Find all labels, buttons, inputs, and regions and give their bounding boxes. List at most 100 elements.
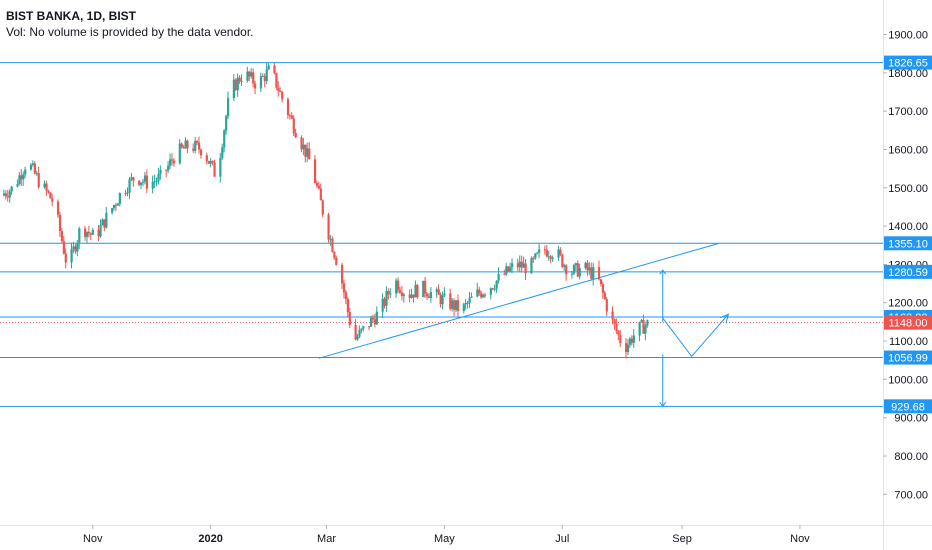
candle (507, 265, 510, 273)
candle (468, 292, 471, 309)
candle (267, 62, 270, 71)
candle (279, 87, 282, 93)
candle (263, 73, 266, 88)
candle-body (72, 246, 75, 250)
projection-path (662, 313, 729, 358)
candle (76, 239, 79, 257)
candle-body (462, 304, 465, 312)
candle (470, 292, 473, 299)
candle-body (157, 174, 160, 181)
candle-body (340, 264, 344, 284)
candle-body (20, 175, 23, 180)
candle-body (226, 98, 230, 117)
candle (89, 232, 93, 241)
candle (240, 74, 243, 86)
candle-body (286, 99, 290, 116)
candle (466, 300, 469, 309)
candle-body (346, 299, 349, 313)
candle (145, 169, 149, 194)
candle (375, 306, 378, 325)
candle-body (2, 193, 6, 196)
candle (462, 302, 465, 314)
candle (342, 279, 346, 299)
candle-body (167, 165, 170, 171)
time-axis[interactable]: Nov 2020 Mar May Jul Sep Nov (0, 525, 932, 545)
candle-body (273, 65, 276, 73)
candle-body (143, 175, 147, 182)
candle (638, 321, 641, 342)
candle (549, 254, 552, 264)
candle-body (516, 263, 520, 268)
candle (383, 296, 386, 309)
candle (340, 262, 344, 289)
candle-body (116, 203, 120, 206)
candle (101, 218, 104, 226)
candle (398, 286, 402, 295)
candle-body (118, 192, 121, 204)
candle (275, 72, 278, 91)
candle (31, 160, 35, 167)
candle-body (478, 289, 481, 294)
candle-body (590, 267, 593, 279)
candle-body (601, 284, 605, 293)
candle-body (76, 242, 79, 252)
candle (24, 166, 27, 179)
candle (454, 300, 458, 313)
candle-body (180, 143, 183, 148)
candle-body (397, 280, 400, 291)
last-price-tag-label: 1148.00 (889, 318, 928, 330)
candle-body (281, 91, 284, 100)
candle (429, 287, 433, 303)
candle-body (151, 181, 154, 189)
candle (105, 206, 108, 229)
price-tick-label: 1100.00 (889, 336, 928, 348)
candle (538, 243, 541, 259)
candle-body (207, 160, 210, 164)
candle-body (389, 293, 392, 295)
candle (570, 270, 574, 279)
candle-body (35, 173, 38, 175)
candle-body (356, 336, 359, 340)
candle-body (509, 267, 512, 272)
candle (37, 166, 40, 189)
price-level-tag-bg (884, 236, 932, 251)
candle-body (617, 331, 620, 335)
candle-body (426, 293, 429, 297)
candle-body (126, 192, 129, 194)
candle-body (476, 289, 479, 297)
candle (22, 171, 25, 186)
candle (371, 314, 375, 323)
candle (294, 128, 297, 139)
candle-body (435, 289, 438, 292)
price-level-tag: 1826.65 (884, 55, 932, 70)
candle-body (402, 294, 406, 297)
candle (327, 212, 330, 243)
candle (178, 139, 181, 165)
candle-body (449, 293, 452, 309)
price-tick-label: 1800.00 (888, 68, 928, 80)
horizontal-levels-layer (0, 62, 883, 407)
candle (483, 292, 487, 299)
candle (252, 68, 255, 88)
candle-body (644, 325, 647, 334)
candle-body (480, 293, 483, 298)
candle (453, 298, 456, 317)
candle (586, 260, 589, 276)
chart-symbol-title[interactable]: BIST BANKA, 1D, BIST (6, 9, 137, 23)
candle (603, 290, 606, 301)
price-tick-label: 900.00 (894, 413, 928, 425)
candle (563, 263, 566, 271)
candle-body (344, 292, 348, 300)
price-level-tag-bg (884, 399, 932, 414)
candle-body (277, 87, 280, 92)
candle-body (153, 181, 156, 183)
candle (74, 244, 77, 254)
candle (248, 70, 251, 82)
price-level-tag-label: 1826.65 (888, 58, 928, 70)
candle-body (414, 285, 417, 298)
drawings-layer (318, 242, 730, 408)
candle (495, 280, 498, 293)
candle (6, 190, 9, 202)
